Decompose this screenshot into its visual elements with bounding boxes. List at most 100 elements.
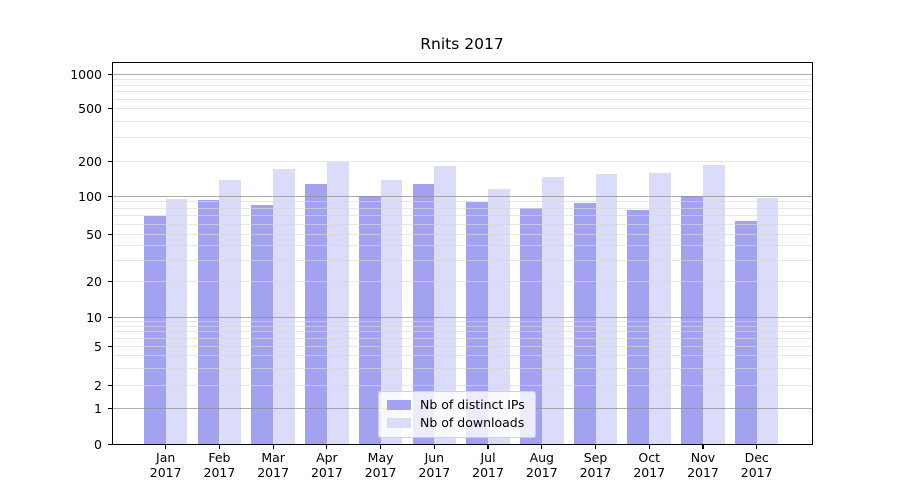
gridline-minor <box>112 215 812 217</box>
gridline-minor <box>112 233 812 235</box>
y-tick-mark-500 <box>108 108 112 110</box>
x-tick-label-oct: Oct 2017 <box>619 450 679 480</box>
y-tick-label-5: 5 <box>94 338 102 354</box>
gridline-minor <box>112 201 812 203</box>
gridline-minor <box>112 325 812 327</box>
gridline-minor <box>112 245 812 247</box>
bar-downloads-jun <box>434 166 457 445</box>
grid-layer <box>112 62 812 445</box>
y-tick-label-20: 20 <box>86 273 102 289</box>
x-tick-label-month: Aug <box>529 450 554 465</box>
gridline-minor <box>112 91 812 93</box>
x-tick-label-jun: Jun 2017 <box>404 450 464 480</box>
x-tick-label-year: 2017 <box>525 464 558 480</box>
gridline-minor <box>112 320 812 322</box>
y-tick-label-100: 100 <box>78 188 102 204</box>
axis-spine-left <box>112 62 114 445</box>
bar-downloads-mar <box>273 168 295 445</box>
gridline-minor <box>112 84 812 86</box>
legend-row-downloads: Nb of downloads <box>387 416 525 430</box>
y-tick-mark-200 <box>108 160 112 162</box>
gridline-minor <box>112 385 812 386</box>
x-tick-mark-nov <box>702 445 704 449</box>
x-tick-mark-jan <box>165 445 167 449</box>
gridline-minor <box>112 223 812 225</box>
axis-spine-top <box>112 62 812 64</box>
y-tick-mark-20 <box>108 280 112 282</box>
x-tick-label-jan: Jan 2017 <box>136 450 196 480</box>
y-tick-label-1000: 1000 <box>70 66 102 82</box>
gridline-major <box>112 316 812 318</box>
x-tick-label-year: 2017 <box>579 464 612 480</box>
legend-label-downloads: Nb of downloads <box>420 415 525 430</box>
x-tick-mark-jun <box>433 445 435 449</box>
gridline-major <box>112 73 812 75</box>
y-tick-mark-0 <box>108 444 112 446</box>
gridline-minor <box>112 280 812 282</box>
gridline-minor <box>112 207 812 209</box>
x-tick-label-feb: Feb 2017 <box>189 450 249 480</box>
gridline-minor <box>112 355 812 357</box>
x-tick-label-month: Feb <box>208 450 231 465</box>
x-tick-label-year: 2017 <box>740 464 773 480</box>
y-tick-mark-50 <box>108 233 112 235</box>
x-tick-mark-may <box>380 445 382 449</box>
gridline-minor <box>112 259 812 261</box>
x-tick-label-year: 2017 <box>257 464 290 480</box>
y-tick-mark-1000 <box>108 73 112 75</box>
y-tick-mark-1 <box>108 408 112 410</box>
y-tick-label-500: 500 <box>78 101 102 116</box>
bar-distinct-ips-nov <box>681 196 703 445</box>
x-tick-label-mar: Mar 2017 <box>243 450 303 480</box>
gridline-major <box>112 195 812 197</box>
x-tick-label-jul: Jul 2017 <box>458 450 518 480</box>
bar-distinct-ips-jun <box>412 183 435 445</box>
x-tick-label-month: Oct <box>638 450 661 465</box>
bar-distinct-ips-dec <box>734 220 757 445</box>
x-tick-label-nov: Nov 2017 <box>673 450 733 480</box>
x-tick-label-month: Nov <box>690 450 716 465</box>
y-tick-label-0: 0 <box>94 437 102 452</box>
bar-downloads-sep <box>595 174 618 445</box>
legend-swatch-downloads-icon <box>387 418 411 428</box>
x-tick-label-year: 2017 <box>418 464 451 480</box>
bar-distinct-ips-mar <box>251 204 274 445</box>
gridline-minor <box>112 98 812 100</box>
y-tick-label-1: 1 <box>94 401 102 416</box>
bar-distinct-ips-apr <box>305 184 327 445</box>
bar-downloads-oct <box>649 172 672 445</box>
bar-distinct-ips-feb <box>197 200 220 445</box>
bar-distinct-ips-may <box>358 196 381 445</box>
x-tick-label-month: Jun <box>424 450 445 465</box>
y-tick-mark-5 <box>108 345 112 347</box>
gridline-minor <box>112 137 812 139</box>
gridline-minor <box>112 108 812 109</box>
y-tick-label-10: 10 <box>86 309 102 325</box>
x-tick-mark-sep <box>594 445 597 449</box>
gridline-minor <box>112 367 812 369</box>
x-tick-label-year: 2017 <box>687 464 719 480</box>
plot-area <box>112 62 812 445</box>
x-tick-label-month: Jan <box>156 450 176 465</box>
x-tick-label-year: 2017 <box>364 464 397 480</box>
gridline-minor <box>112 337 812 339</box>
x-tick-label-year: 2017 <box>310 464 343 480</box>
x-tick-label-month: May <box>367 450 394 465</box>
x-tick-label-month: Jul <box>480 450 496 465</box>
y-tick-label-2: 2 <box>94 378 102 393</box>
chart-title: Rnits 2017 <box>420 35 504 53</box>
x-tick-label-may: May 2017 <box>351 450 411 480</box>
legend: Nb of distinct IPs Nb of downloads <box>378 391 536 438</box>
bar-downloads-aug <box>541 176 564 445</box>
gridline-minor <box>112 345 812 347</box>
x-tick-mark-oct <box>648 445 650 449</box>
x-tick-label-month: Apr <box>316 450 338 465</box>
bar-downloads-feb <box>219 180 242 445</box>
y-tick-label-50: 50 <box>86 226 102 242</box>
x-tick-label-dec: Dec 2017 <box>727 450 787 480</box>
gridline-minor <box>112 120 812 122</box>
y-tick-mark-2 <box>108 385 112 387</box>
x-tick-label-aug: Aug 2017 <box>512 450 572 480</box>
gridline-minor <box>112 78 812 80</box>
x-tick-mark-aug <box>541 445 543 449</box>
